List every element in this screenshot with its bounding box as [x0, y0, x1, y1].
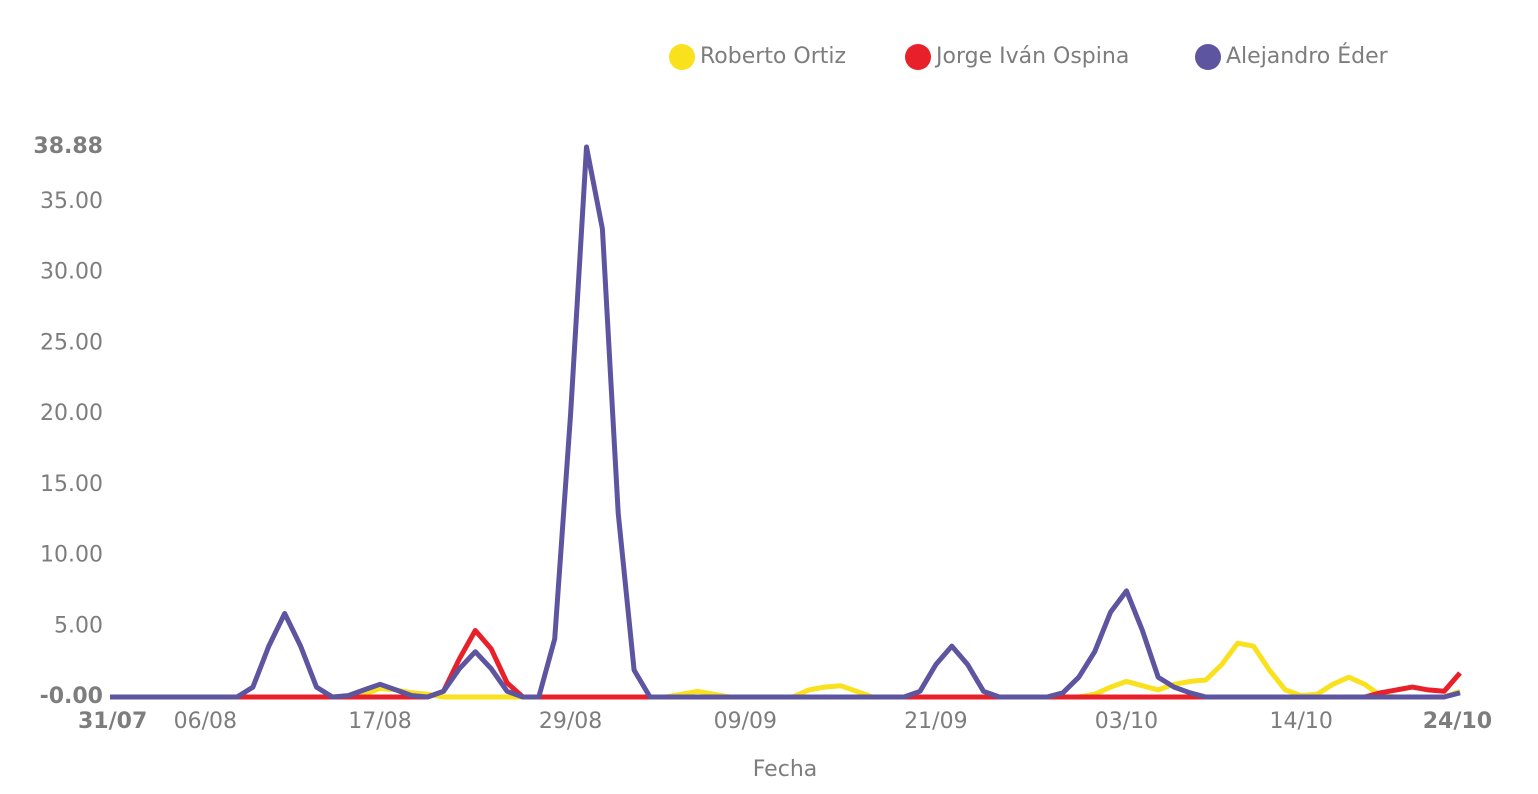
- y-tick-label: 10.00: [40, 543, 103, 568]
- x-tick-label: 24/10: [1423, 709, 1492, 734]
- x-tick-label: 14/10: [1269, 709, 1332, 734]
- x-tick-label: 31/07: [78, 709, 147, 734]
- legend-marker: [669, 44, 695, 70]
- y-tick-label: 30.00: [40, 260, 103, 285]
- y-tick-label: 15.00: [40, 472, 103, 497]
- y-tick-label: 25.00: [40, 330, 103, 355]
- y-tick-label: 35.00: [40, 189, 103, 214]
- x-tick-label: 09/09: [714, 709, 777, 734]
- x-tick-label: 03/10: [1095, 709, 1158, 734]
- y-tick-label: 38.88: [33, 134, 103, 159]
- x-tick-label: 21/09: [904, 709, 967, 734]
- legend-label: Alejandro Éder: [1226, 43, 1389, 69]
- x-tick-label: 17/08: [348, 709, 411, 734]
- x-tick-label: 06/08: [174, 709, 237, 734]
- legend-marker: [1195, 44, 1221, 70]
- y-tick-label: 5.00: [54, 613, 103, 638]
- series-line: [110, 144, 1461, 700]
- legend-label: Jorge Iván Ospina: [934, 44, 1129, 69]
- y-tick-label: 20.00: [40, 401, 103, 426]
- series-line: [110, 628, 1462, 700]
- y-tick-label: -0.00: [40, 684, 103, 709]
- x-tick-label: 29/08: [539, 709, 602, 734]
- legend-marker: [905, 44, 931, 70]
- x-axis-label: Fecha: [753, 757, 818, 782]
- legend-label: Roberto Ortiz: [700, 44, 846, 69]
